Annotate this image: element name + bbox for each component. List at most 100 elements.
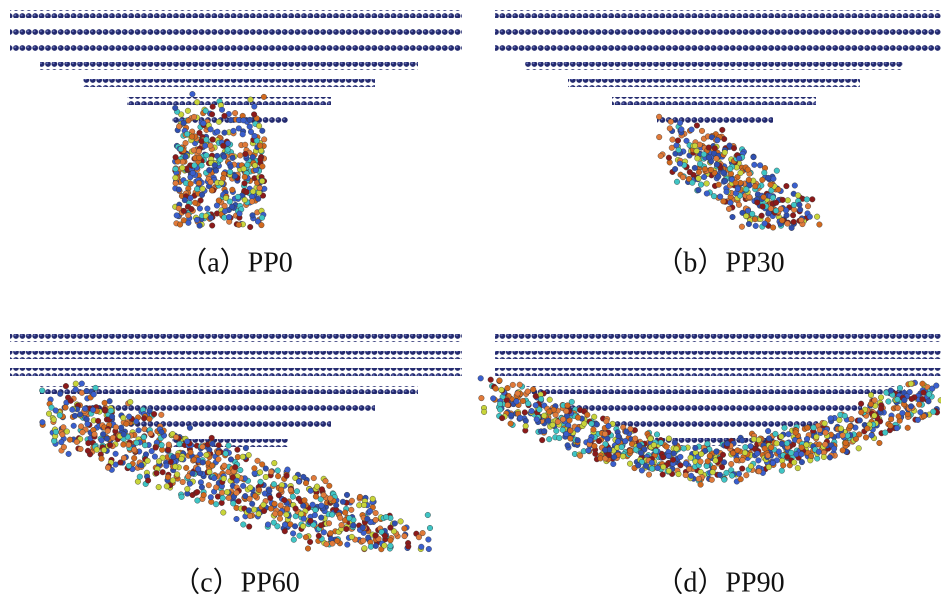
bead — [309, 501, 316, 508]
bead — [323, 541, 330, 548]
bead — [836, 417, 843, 424]
bead — [706, 452, 713, 459]
bead — [728, 170, 735, 177]
bead — [227, 456, 234, 463]
bead — [770, 175, 777, 182]
bead — [366, 508, 373, 515]
bead — [109, 413, 116, 420]
bead — [180, 119, 187, 126]
bead — [513, 398, 520, 405]
bead — [318, 486, 325, 493]
bead — [521, 409, 528, 416]
bead — [48, 404, 55, 411]
bead — [186, 424, 193, 431]
bead — [229, 186, 236, 193]
bead — [257, 156, 264, 163]
bead — [733, 457, 740, 464]
bead — [326, 520, 333, 527]
bead — [372, 516, 379, 523]
bead — [532, 393, 539, 400]
bead — [683, 137, 690, 144]
bead — [247, 223, 254, 230]
bead — [805, 203, 812, 210]
bead — [728, 176, 735, 183]
bead — [178, 493, 185, 500]
bead — [275, 492, 282, 499]
bead — [496, 377, 503, 384]
bead — [618, 444, 625, 451]
bead — [123, 420, 130, 427]
bead — [899, 410, 906, 417]
bead — [66, 436, 73, 443]
bead — [163, 483, 170, 490]
bead — [163, 462, 170, 469]
bead — [247, 96, 254, 103]
bead — [338, 522, 345, 529]
bead — [750, 154, 757, 161]
bead — [791, 182, 798, 189]
bead — [509, 381, 516, 388]
bead — [317, 496, 324, 503]
bead — [785, 431, 792, 438]
bead — [272, 510, 279, 517]
bead — [647, 435, 654, 442]
bead — [908, 395, 915, 402]
caption: （d）PP90 — [655, 566, 784, 598]
bead — [327, 530, 334, 537]
bead — [310, 475, 317, 482]
bead — [180, 207, 187, 214]
bead — [327, 495, 334, 502]
bead — [251, 162, 258, 169]
bead — [60, 424, 67, 431]
bead — [855, 445, 862, 452]
bead — [46, 410, 53, 417]
bead — [207, 142, 214, 149]
bead — [182, 140, 189, 147]
bead — [920, 413, 927, 420]
bead — [234, 446, 241, 453]
bead — [131, 455, 138, 462]
bead — [278, 486, 285, 493]
graphene-row — [127, 97, 331, 105]
bead — [638, 467, 645, 474]
bead — [242, 150, 249, 157]
bead — [778, 440, 785, 447]
bead — [926, 391, 933, 398]
bead — [318, 522, 325, 529]
bead — [277, 502, 284, 509]
bead — [770, 224, 777, 231]
bead — [184, 486, 191, 493]
bead — [199, 443, 206, 450]
bead — [198, 162, 205, 169]
bead — [686, 466, 693, 473]
bead — [842, 439, 849, 446]
bead — [233, 489, 240, 496]
bead — [72, 380, 79, 387]
bead — [750, 436, 757, 443]
graphene-row — [40, 62, 418, 70]
bead — [120, 441, 127, 448]
bead — [779, 196, 786, 203]
bead — [784, 220, 791, 227]
bead — [240, 165, 247, 172]
bead — [247, 513, 254, 520]
bead — [204, 205, 211, 212]
bead — [477, 375, 484, 382]
bead — [793, 451, 800, 458]
bead — [773, 199, 780, 206]
bead — [556, 435, 563, 442]
bead — [202, 142, 209, 149]
bead — [146, 415, 153, 422]
bead — [677, 453, 684, 460]
bead — [795, 192, 802, 199]
bead — [361, 502, 368, 509]
bead — [893, 425, 900, 432]
bead — [78, 423, 85, 430]
bead — [719, 464, 726, 471]
bead — [242, 141, 249, 148]
bead — [711, 193, 718, 200]
bead — [925, 398, 932, 405]
bead — [808, 453, 815, 460]
bead — [284, 466, 291, 473]
bead — [545, 417, 552, 424]
